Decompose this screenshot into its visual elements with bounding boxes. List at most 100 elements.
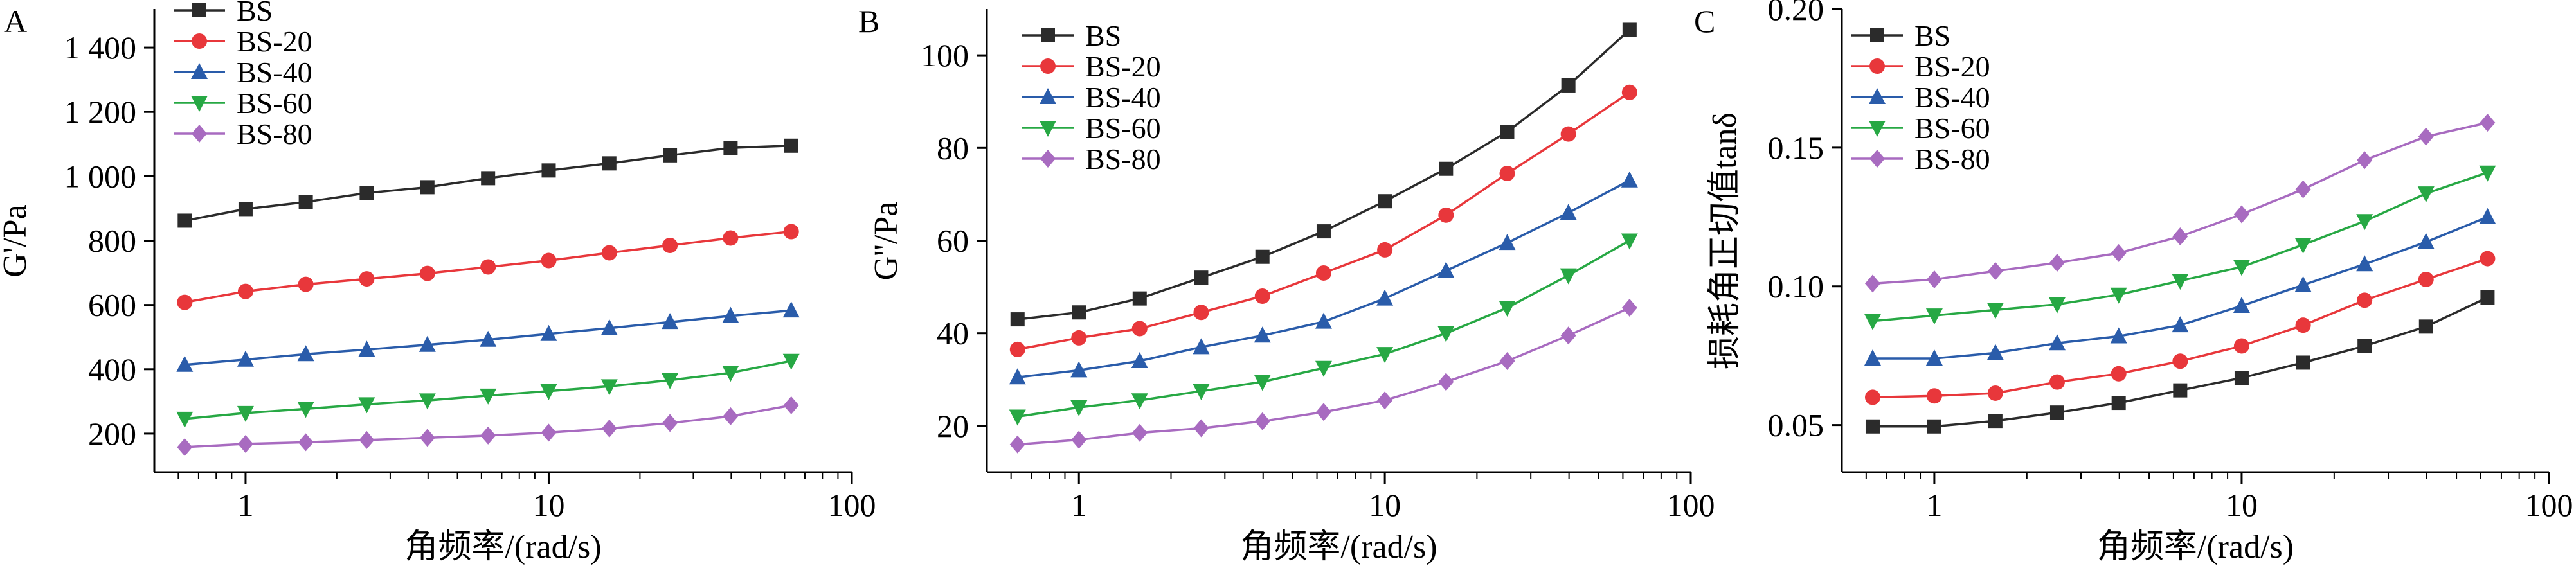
panel-a-data-point [177, 294, 193, 310]
panel-c-y-axis-title: 损耗角正切值tanδ [1707, 112, 1743, 369]
panel-c-data-point [2418, 319, 2433, 334]
panel-a-data-point [297, 345, 314, 362]
panel-c-data-point [2479, 208, 2496, 224]
panel-c-data-point [2172, 353, 2188, 369]
panel-c-legend-entry: BS-20 [1851, 50, 1990, 83]
panel-a-data-point [722, 366, 739, 382]
panel-a-legend-label: BS-40 [237, 56, 312, 89]
panel-b-data-point [1437, 326, 1455, 342]
panel-a-data-point [419, 393, 436, 410]
panel-a-legend-label: BS-20 [237, 25, 312, 58]
panel-c-data-point [2357, 292, 2373, 308]
panel-a-legend-label: BS [237, 0, 273, 27]
panel-a-legend-label: BS-80 [237, 118, 312, 150]
panel-a-y-tick-label: 1 400 [64, 30, 137, 66]
panel-b-data-point [1315, 312, 1332, 329]
panel-c-data-point [2048, 334, 2066, 351]
panel-b-data-point [1131, 321, 1148, 337]
panel-c-series-bs [1865, 290, 2495, 434]
panel-a-y-tick-label: 1 200 [64, 94, 137, 130]
panel-c-data-point [2296, 355, 2310, 370]
panel-c-data-point [2479, 165, 2496, 182]
panel-b-data-point [1193, 305, 1209, 321]
panel-c-data-point [1927, 419, 1941, 434]
panel-c-series-bs-60 [1864, 165, 2496, 330]
panel-c-data-point [2480, 290, 2495, 305]
panel-c-legend-marker [1869, 88, 1886, 104]
panel-b-legend-entry: BS-20 [1022, 50, 1161, 83]
panel-b-legend-label: BS-20 [1085, 50, 1161, 83]
panel-a-data-point [480, 426, 496, 445]
panel-c-legend-marker [1869, 121, 1886, 137]
panel-c-data-point [2172, 316, 2189, 333]
panel-c-data-point [2049, 374, 2065, 390]
panel-b-data-point [1193, 384, 1210, 400]
panel-b-data-point [1315, 360, 1332, 377]
panel-c-y-tick-label: 0.05 [1768, 407, 1824, 443]
panel-a-y-tick-label: 400 [88, 351, 136, 387]
panel-a-data-point [358, 340, 375, 357]
panel-b-legend-label: BS-40 [1085, 81, 1161, 114]
panel-b-y-tick-label: 40 [937, 315, 969, 351]
panel-c-legend-label: BS-40 [1914, 81, 1990, 114]
panel-b-data-point [1254, 288, 1270, 305]
panel-c-data-point [2417, 186, 2435, 203]
panel-c: C 1 10 100 0.05 0.10 0.15 0.20 角频率/(rad/s) 损耗角正切值… [1694, 0, 2573, 565]
panel-a-data-point [662, 373, 679, 389]
panel-a-x-tick-label: 10 [532, 487, 564, 523]
panel-b-legend-marker [1040, 150, 1056, 168]
panel-b-data-point [1499, 301, 1516, 317]
panel-b-data-point [1131, 351, 1148, 368]
panel-a-data-point [541, 423, 557, 442]
panel-a-data-point [419, 429, 435, 447]
panel-a-y-axis-title: G'/Pa [0, 204, 33, 277]
panel-b-data-point [1377, 391, 1393, 410]
panel-a-data-point [601, 245, 617, 261]
panel-c-data-point [1988, 414, 2003, 429]
panel-a-legend-marker [192, 3, 206, 17]
panel-c-series-line [1872, 172, 2488, 323]
panel-a-data-point [722, 306, 739, 323]
panel-b-legend-entry: BS-60 [1022, 112, 1161, 145]
panel-b-data-point [1499, 165, 1515, 181]
panel-a-data-point [359, 271, 375, 287]
panel-b-data-point [1560, 204, 1577, 220]
panel-c-data-point [2172, 227, 2188, 246]
panel-a-legend-entry: BS-40 [174, 56, 312, 89]
panel-b-data-point [1193, 419, 1209, 438]
panel-b-data-point [1254, 412, 1270, 430]
panel-b-series-bs-20 [1009, 84, 1637, 357]
panel-b-data-point [1009, 435, 1025, 454]
panel-c-data-point [1925, 308, 1943, 325]
panel-a-data-point [480, 330, 497, 347]
panel-a-data-point [359, 430, 375, 449]
panel-c-series-bs-20 [1864, 251, 2496, 405]
panel-b-data-point [1070, 361, 1088, 378]
panel-c-data-point [1986, 344, 2004, 360]
panel-b-data-point [1376, 289, 1394, 306]
panel-b-legend-entry: BS-40 [1022, 81, 1161, 114]
panel-c-data-point [2233, 260, 2250, 276]
panel-a-x-tick-label: 1 [237, 487, 253, 523]
panel-c-series-bs-80 [1864, 114, 2496, 293]
panel-c-data-point [2172, 274, 2189, 290]
panel-b-data-point [1438, 207, 1454, 223]
panel-c-legend-label: BS-20 [1914, 50, 1990, 83]
panel-c-data-point [2049, 254, 2065, 272]
panel-b-data-point [1132, 291, 1147, 306]
panel-b-y-tick-label: 100 [921, 37, 969, 73]
panel-b-data-point [1376, 347, 1394, 364]
panel-a-data-point [237, 350, 254, 367]
panel-a-data-point [662, 238, 678, 254]
panel-b-legend-marker [1040, 88, 1056, 104]
panel-a-data-point [176, 355, 194, 372]
panel-a-data-point [298, 433, 314, 452]
panel-b-data-point [1072, 305, 1086, 320]
panel-b-x-tick-label: 10 [1369, 487, 1401, 523]
panel-b-data-point [1010, 312, 1025, 327]
panel-a-data-point [358, 397, 375, 414]
panel-b-data-point [1315, 265, 1331, 281]
panel-c-legend-marker [1870, 28, 1884, 42]
panel-b-data-point [1499, 351, 1515, 370]
panel-c-legend-entry: BS-80 [1851, 143, 1990, 175]
